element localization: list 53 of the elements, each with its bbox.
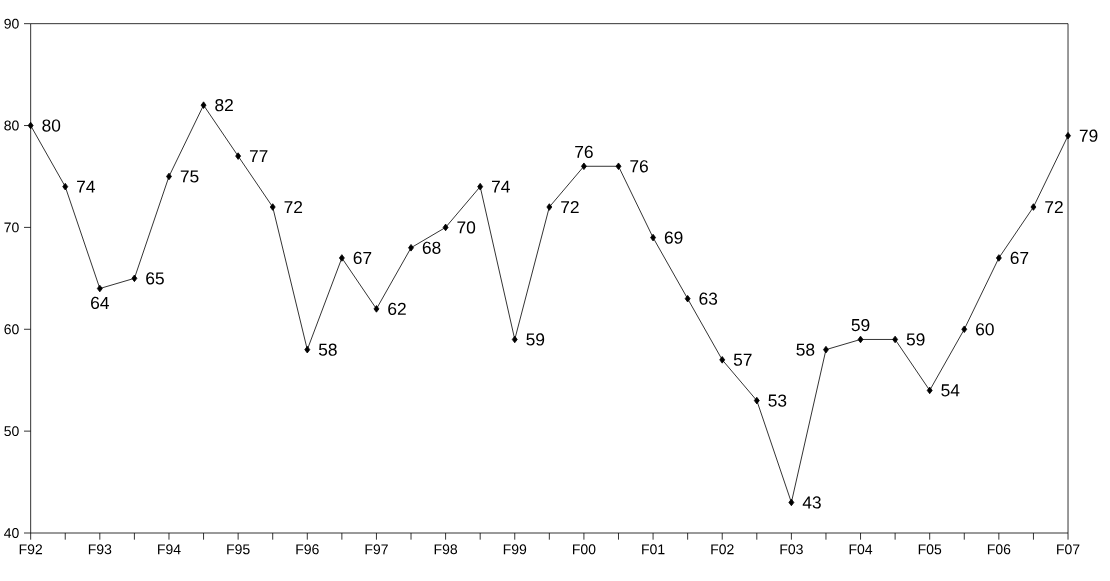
x-tick-label: F02 (711, 544, 734, 555)
y-tick-label: 70 (4, 222, 19, 233)
x-tick-label: F96 (296, 544, 319, 555)
data-label: 74 (492, 180, 510, 193)
data-label: 58 (318, 343, 337, 356)
data-label: 54 (941, 384, 960, 397)
data-label: 79 (1079, 129, 1098, 142)
x-tick-label: F93 (88, 544, 112, 555)
x-tick-label: F94 (158, 544, 181, 555)
data-label: 70 (457, 221, 476, 234)
data-label: 77 (249, 150, 268, 163)
data-label: 60 (976, 323, 994, 336)
data-label: 59 (526, 333, 545, 346)
data-label: 72 (561, 200, 579, 214)
y-tick-label: 40 (4, 528, 19, 538)
x-tick-label: F99 (503, 544, 527, 555)
data-label: 43 (802, 496, 821, 509)
data-label: 82 (215, 99, 233, 112)
x-tick-label: F98 (434, 544, 458, 555)
x-tick-label: F03 (780, 544, 803, 555)
data-label: 74 (77, 180, 95, 193)
data-label: 67 (1010, 251, 1029, 265)
x-tick-label: F04 (849, 544, 873, 555)
data-label: 53 (768, 394, 787, 407)
data-label: 75 (180, 170, 199, 183)
x-tick-label: F95 (227, 544, 250, 555)
data-label: 69 (664, 231, 683, 244)
data-label: 68 (422, 241, 441, 254)
data-label: 57 (733, 353, 752, 366)
data-label: 80 (42, 119, 61, 132)
y-tick-label: 80 (4, 120, 19, 131)
data-label: 67 (353, 251, 372, 265)
data-label: 58 (796, 343, 815, 356)
x-tick-label: F07 (1057, 544, 1080, 555)
data-label: 72 (1045, 200, 1063, 214)
y-tick-label: 90 (4, 18, 19, 29)
data-label: 76 (575, 145, 593, 159)
data-label: 59 (851, 318, 870, 332)
data-label: 76 (630, 160, 648, 173)
y-tick-label: 50 (4, 426, 19, 437)
x-tick-label: F05 (918, 544, 942, 555)
x-tick-label: F01 (642, 544, 665, 555)
x-tick-label: F92 (19, 544, 43, 555)
data-label: 64 (91, 296, 109, 310)
data-label: 72 (284, 200, 303, 214)
data-label: 62 (388, 302, 406, 316)
y-tick-label: 60 (4, 324, 19, 335)
data-label: 59 (906, 333, 925, 346)
data-label: 63 (699, 292, 718, 305)
x-tick-label: F06 (987, 544, 1011, 555)
x-tick-label: F00 (573, 544, 596, 555)
x-tick-label: F97 (365, 544, 388, 555)
data-label: 65 (146, 272, 164, 285)
